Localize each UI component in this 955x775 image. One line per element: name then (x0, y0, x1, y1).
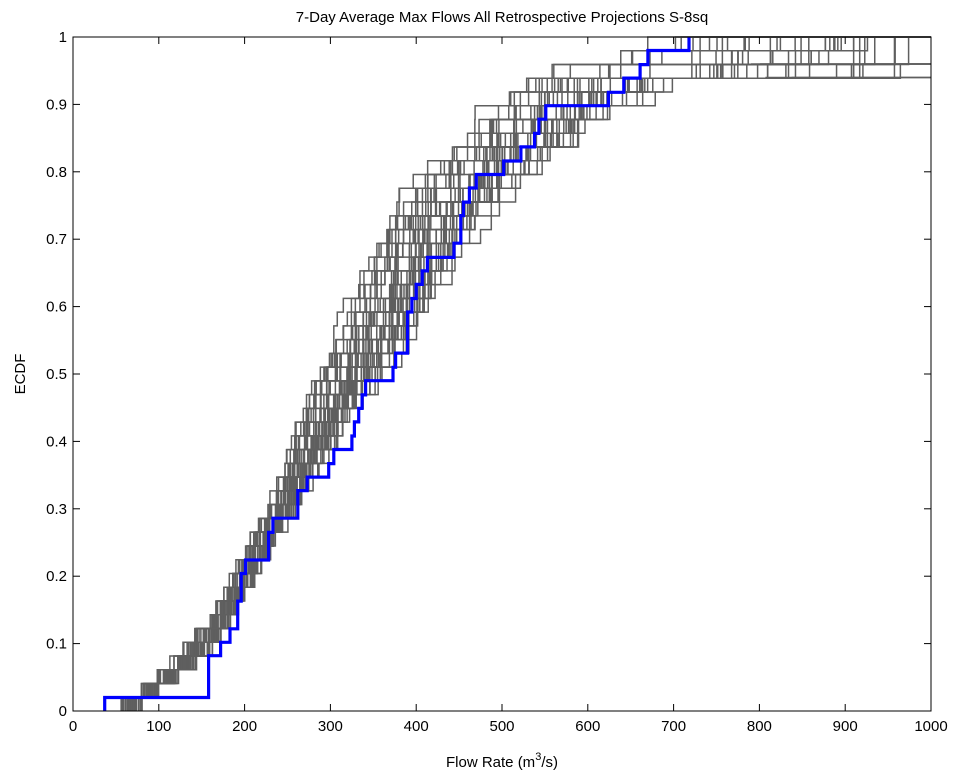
projection-line (127, 36, 931, 711)
x-tick-label: 400 (404, 718, 429, 735)
projection-line (121, 36, 931, 711)
y-tick-label: 0.5 (46, 366, 67, 383)
projection-line (120, 36, 931, 711)
projection-line (132, 36, 931, 711)
observed-series-line (103, 37, 691, 711)
projection-line (133, 36, 931, 711)
projection-line (131, 36, 931, 711)
x-axis-label-main: Flow Rate (m (446, 754, 535, 771)
plot-frame (72, 36, 932, 712)
projection-line (133, 36, 931, 711)
projection-line (127, 36, 931, 711)
x-tick-label: 800 (747, 718, 772, 735)
projection-line (135, 76, 931, 711)
x-axis-label-unit: /s) (541, 754, 558, 771)
projection-line (131, 36, 931, 711)
y-axis-label: ECDF (12, 354, 29, 395)
x-tick-label: 100 (146, 718, 171, 735)
y-tick-label: 0.4 (46, 433, 67, 450)
projection-line (131, 36, 931, 711)
x-tick-label: 900 (833, 718, 858, 735)
projection-line (128, 36, 931, 711)
observed-curve (103, 37, 691, 711)
x-tick-label: 0 (69, 718, 77, 735)
x-axis-label-superscript: 3 (535, 751, 541, 763)
chart-title: 7-Day Average Max Flows All Retrospectiv… (296, 9, 708, 26)
y-tick-label: 0.7 (46, 231, 67, 248)
y-tick-label: 1 (59, 29, 67, 46)
y-tick-label: 0.9 (46, 96, 67, 113)
y-tick-label: 0.8 (46, 164, 67, 181)
y-tick-label: 0.6 (46, 299, 67, 316)
projection-line (128, 36, 931, 711)
projection-line (126, 36, 931, 711)
y-tick-label: 0.2 (46, 568, 67, 585)
tick-labels: 0 100 200 300 400 500 600 700 800 900 1000 0 0.1 0.2 0… (46, 29, 948, 735)
y-tick-label: 0 (59, 703, 67, 720)
x-tick-label: 700 (661, 718, 686, 735)
x-tick-label: 500 (489, 718, 514, 735)
x-tick-label: 600 (575, 718, 600, 735)
projection-line (133, 36, 931, 711)
x-axis-label: Flow Rate (m3/s) (446, 751, 558, 771)
projection-line (133, 36, 931, 711)
x-tick-label: 300 (318, 718, 343, 735)
projection-line (122, 36, 931, 711)
x-tick-label: 200 (232, 718, 257, 735)
projection-line (132, 36, 931, 711)
projection-line (134, 76, 931, 711)
axes (72, 36, 932, 712)
projection-line (133, 36, 931, 711)
projection-line (127, 36, 931, 711)
y-tick-label: 0.3 (46, 501, 67, 518)
y-tick-label: 0.1 (46, 636, 67, 653)
projection-line (126, 36, 931, 711)
projection-curves (120, 36, 931, 711)
projection-line (132, 36, 931, 711)
x-tick-label: 1000 (914, 718, 947, 735)
